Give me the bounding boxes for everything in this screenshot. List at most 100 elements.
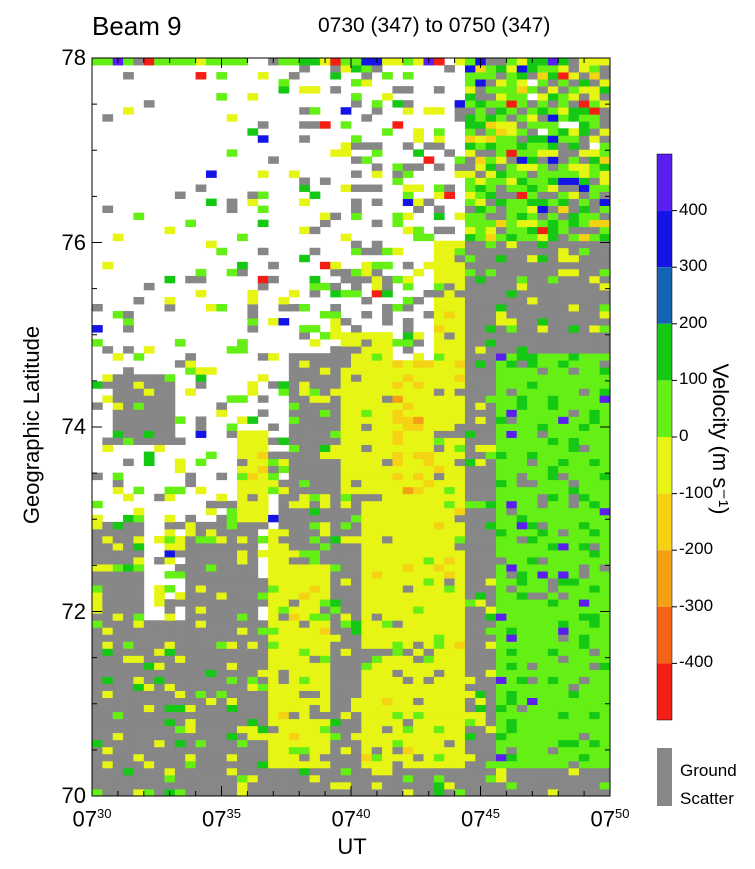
velocity-cell (589, 528, 601, 537)
velocity-cell (309, 655, 321, 663)
velocity-cell (578, 79, 590, 87)
velocity-cell (527, 746, 538, 755)
velocity-cell (216, 655, 228, 663)
velocity-cell (537, 219, 549, 228)
velocity-cell (558, 683, 569, 691)
velocity-cell (195, 788, 207, 797)
velocity-cell (330, 346, 342, 354)
velocity-cell (164, 388, 176, 396)
velocity-cell (299, 535, 310, 544)
velocity-cell (216, 732, 228, 741)
velocity-cell (133, 739, 145, 748)
velocity-cell (402, 318, 414, 326)
velocity-cell (506, 557, 518, 565)
velocity-cell (278, 521, 290, 530)
velocity-cell (257, 676, 269, 684)
velocity-cell (485, 289, 497, 298)
velocity-cell (568, 683, 580, 691)
velocity-cell (444, 226, 455, 235)
velocity-cell (247, 472, 259, 481)
velocity-cell (309, 662, 321, 670)
velocity-cell (164, 683, 176, 691)
velocity-cell (319, 585, 331, 593)
velocity-cell (599, 142, 611, 150)
velocity-cell (516, 275, 528, 284)
velocity-cell (475, 304, 487, 312)
velocity-cell (278, 479, 290, 488)
velocity-cell (464, 381, 476, 389)
velocity-cell (154, 739, 165, 748)
velocity-cell (309, 514, 321, 523)
velocity-cell (143, 423, 155, 431)
velocity-cell (558, 690, 569, 698)
velocity-cell (485, 198, 497, 206)
velocity-cell (433, 676, 445, 684)
velocity-cell (143, 58, 155, 66)
velocity-cell (92, 627, 103, 635)
velocity-cell (413, 718, 424, 727)
velocity-cell (278, 578, 290, 586)
velocity-cell (382, 535, 393, 544)
velocity-cell (578, 86, 590, 94)
velocity-cell (527, 641, 538, 649)
velocity-cell (330, 304, 342, 312)
velocity-cell (444, 753, 455, 762)
velocity-cell (537, 142, 549, 150)
velocity-cell (506, 683, 518, 691)
velocity-cell (599, 240, 611, 249)
velocity-cell (547, 500, 559, 509)
velocity-cell (599, 788, 611, 797)
velocity-cell (433, 205, 445, 214)
velocity-cell (268, 760, 279, 769)
velocity-cell (537, 514, 549, 523)
velocity-cell (506, 479, 518, 488)
velocity-cell (547, 585, 559, 593)
velocity-cell (464, 268, 476, 277)
velocity-cell (578, 472, 590, 481)
velocity-cell (174, 620, 186, 628)
velocity-cell (205, 592, 217, 600)
velocity-cell (319, 261, 331, 270)
velocity-cell (402, 402, 414, 410)
velocity-cell (475, 571, 487, 579)
velocity-cell (133, 578, 145, 586)
velocity-cell (330, 683, 342, 691)
velocity-cell (547, 156, 559, 164)
velocity-cell (558, 774, 569, 783)
velocity-cell (102, 437, 114, 445)
velocity-cell (402, 599, 414, 607)
velocity-cell (506, 247, 518, 256)
velocity-cell (516, 177, 528, 185)
velocity-cell (537, 184, 549, 192)
velocity-cell (330, 500, 342, 509)
velocity-cell (92, 535, 103, 544)
velocity-cell (309, 648, 321, 656)
velocity-cell (413, 767, 424, 776)
velocity-cell (195, 578, 207, 586)
velocity-cell (516, 247, 528, 256)
velocity-cell (205, 718, 217, 727)
velocity-cell (527, 353, 538, 361)
velocity-cell (288, 479, 300, 488)
velocity-cell (392, 676, 404, 684)
velocity-cell (392, 395, 404, 403)
velocity-cell (330, 781, 342, 790)
velocity-cell (464, 746, 476, 755)
velocity-cell (92, 760, 103, 769)
velocity-cell (319, 592, 331, 600)
velocity-cell (506, 304, 518, 312)
velocity-cell (174, 437, 186, 445)
velocity-cell (589, 121, 601, 129)
velocity-cell (496, 423, 507, 431)
velocity-cell (537, 86, 549, 94)
velocity-cell (216, 599, 228, 607)
velocity-cell (516, 578, 528, 586)
velocity-cell (527, 711, 538, 720)
velocity-cell (102, 381, 114, 389)
velocity-cell (599, 163, 611, 171)
velocity-cell (216, 409, 228, 417)
velocity-cell (444, 578, 455, 586)
velocity-cell (578, 641, 590, 649)
velocity-cell (527, 634, 538, 642)
velocity-cell (527, 550, 538, 558)
